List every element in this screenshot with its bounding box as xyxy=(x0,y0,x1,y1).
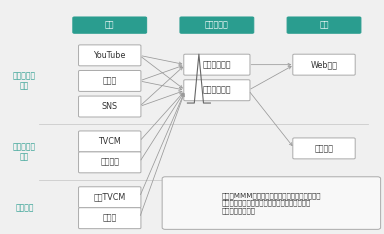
FancyBboxPatch shape xyxy=(184,54,250,75)
FancyBboxPatch shape xyxy=(79,208,141,229)
Text: Web購入: Web購入 xyxy=(311,60,338,69)
Text: 従来のMMMでは、生活者の動向を捕えるデータ
としてはリスティング広告などの広告データを
用いるのが一般的: 従来のMMMでは、生活者の動向を捕えるデータ としてはリスティング広告などの広告… xyxy=(222,192,321,214)
Text: SNS: SNS xyxy=(102,102,118,111)
FancyBboxPatch shape xyxy=(79,70,141,91)
Text: イベント: イベント xyxy=(100,158,119,167)
FancyBboxPatch shape xyxy=(162,177,381,229)
FancyBboxPatch shape xyxy=(79,131,141,152)
Text: オンライン
施策: オンライン 施策 xyxy=(13,71,36,91)
Text: 成果: 成果 xyxy=(319,21,329,30)
FancyBboxPatch shape xyxy=(73,17,147,33)
Text: 認知: 認知 xyxy=(105,21,114,30)
FancyBboxPatch shape xyxy=(79,96,141,117)
Text: リスティング: リスティング xyxy=(203,86,231,95)
FancyBboxPatch shape xyxy=(184,80,250,101)
Text: 純広告: 純広告 xyxy=(103,77,117,85)
FancyBboxPatch shape xyxy=(287,17,361,33)
Text: 比較・検討: 比較・検討 xyxy=(205,21,229,30)
FancyBboxPatch shape xyxy=(293,138,355,159)
FancyBboxPatch shape xyxy=(293,54,355,75)
Text: TVCM: TVCM xyxy=(98,137,121,146)
FancyBboxPatch shape xyxy=(79,45,141,66)
Text: 競合TVCM: 競合TVCM xyxy=(94,193,126,202)
Text: 店頭購入: 店頭購入 xyxy=(314,144,333,153)
Text: YouTube: YouTube xyxy=(94,51,126,60)
Text: 外的要因: 外的要因 xyxy=(15,203,34,212)
FancyBboxPatch shape xyxy=(79,187,141,208)
FancyBboxPatch shape xyxy=(180,17,254,33)
Text: オーガニック: オーガニック xyxy=(203,60,231,69)
FancyBboxPatch shape xyxy=(79,152,141,173)
Text: オフライン
施策: オフライン 施策 xyxy=(13,142,36,162)
Text: 値下げ: 値下げ xyxy=(103,214,117,223)
